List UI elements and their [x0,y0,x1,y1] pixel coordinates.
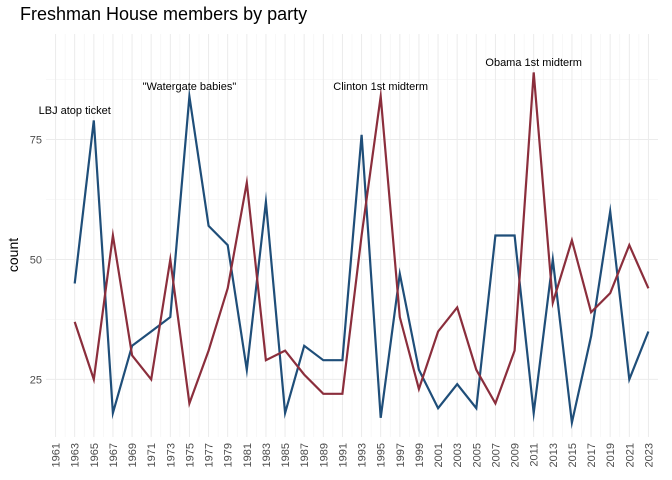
y-tick-label: 50 [30,254,42,266]
series-lines [73,72,650,430]
x-tick-label: 1979 [223,443,235,467]
x-tick-label: 2013 [548,443,560,467]
x-tick-label: 1981 [242,443,254,467]
x-tick-label: 1985 [280,443,292,467]
annotations: LBJ atop ticket "Watergate babies" Clinton… [39,57,582,117]
x-tick-label: 1961 [51,443,63,467]
x-tick-label: 2009 [510,443,522,467]
x-tick-label: 1967 [108,443,120,467]
x-tick-label: 2005 [471,443,483,467]
x-tick-label: 2017 [586,443,598,467]
x-tick-label: 2023 [643,443,655,467]
x-tick-label: 1993 [357,443,369,467]
x-tick-label: 1991 [337,443,349,467]
x-tick-label: 1989 [318,443,330,467]
x-tick-label: 2015 [567,443,579,467]
annotation-label: LBJ atop ticket [39,105,111,117]
x-tick-label: 1997 [395,443,407,467]
series-line-1 [73,86,650,430]
x-tick-label: 2011 [529,443,541,467]
x-tick-label: 1983 [261,443,273,467]
annotation-label: "Watergate babies" [143,81,237,93]
x-tick-label: 1977 [204,443,216,467]
chart-title: Freshman House members by party [20,4,308,24]
series-line-2 [73,72,650,408]
y-tick-label: 75 [30,135,42,147]
x-tick-label: 2003 [452,443,464,467]
x-tick-label: 1995 [376,443,388,467]
x-tick-label: 1975 [184,443,196,467]
x-tick-label: 1987 [299,443,311,467]
x-tick-label: 1971 [146,443,158,467]
x-tick-label: 2019 [605,443,617,467]
annotation-label: Obama 1st midterm [485,57,582,69]
y-tick-label: 25 [30,374,42,386]
y-axis-title: count [5,238,21,272]
y-axis-ticks: 25 50 75 [30,135,42,387]
x-axis-ticks: 1961 1963 1965 1967 1969 1971 1973 1975 1977 1979… [51,443,656,467]
x-tick-label: 1969 [127,443,139,467]
annotation-label: Clinton 1st midterm [333,81,428,93]
x-tick-label: 1999 [414,443,426,467]
x-tick-label: 2021 [624,443,636,467]
x-tick-label: 2007 [490,443,502,467]
x-tick-label: 1963 [70,443,82,467]
x-tick-label: 1973 [165,443,177,467]
x-tick-label: 2001 [433,443,445,467]
x-tick-label: 1965 [89,443,101,467]
